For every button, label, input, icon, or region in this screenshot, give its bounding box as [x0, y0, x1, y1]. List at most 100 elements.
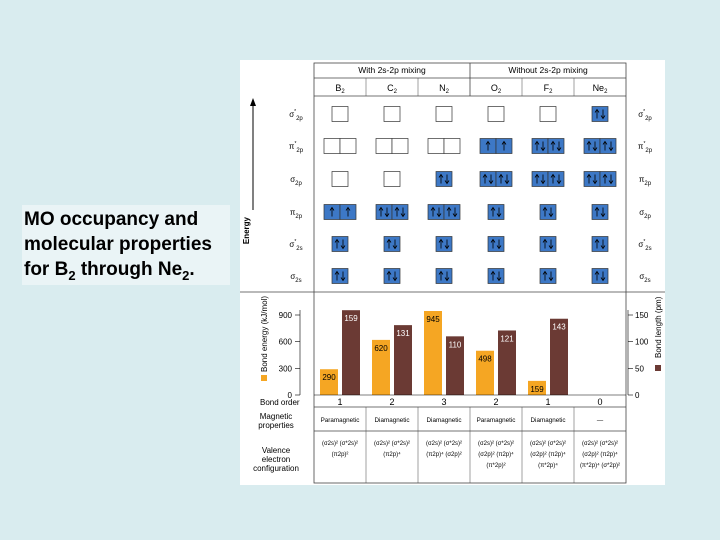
energy-axis-label: Energy: [242, 216, 251, 244]
electron-up-arrow-head: [586, 140, 592, 145]
orbital-box: [583, 171, 601, 187]
orbital-box: [539, 204, 557, 220]
electron-down-arrow-head: [504, 180, 510, 185]
electron-down-arrow-head: [600, 277, 606, 282]
electron-up-arrow-head: [329, 206, 335, 211]
electron-up-arrow-head: [602, 173, 608, 178]
electron-down-arrow-head: [608, 147, 614, 152]
bond-order-label: Bond order: [260, 398, 300, 407]
electron-up-arrow-head: [485, 140, 491, 145]
magnetic-value: Paramagnetic: [477, 417, 516, 424]
electron-up-arrow-head: [386, 238, 392, 243]
bond-length-value: 110: [449, 340, 462, 349]
valence-config: (σ2s)² (σ*2s)²: [374, 441, 410, 447]
orbital-box: [599, 171, 617, 187]
orbital-box: [547, 171, 565, 187]
electron-down-arrow-head: [384, 213, 390, 218]
molecule-header-n: N2: [439, 83, 450, 95]
orbital-box: [531, 138, 549, 154]
bond-length-bar: [446, 336, 464, 395]
electron-up-arrow-head: [602, 140, 608, 145]
bond-length-bar: [498, 330, 516, 395]
orbital-box: [443, 138, 461, 154]
valence-config: (σ2s)² (σ*2s)²: [582, 441, 618, 447]
molecule-header-c: C2: [387, 83, 398, 95]
right-axis-tick: 150: [635, 311, 649, 320]
electron-down-arrow-head: [548, 245, 554, 250]
electron-up-arrow-head: [334, 238, 340, 243]
valence-label: configuration: [253, 464, 299, 473]
orbital-box: [591, 106, 609, 122]
electron-down-arrow-head: [556, 180, 562, 185]
orbital-box: [583, 138, 601, 154]
orbital-box: [383, 106, 401, 122]
orbital-box: [435, 236, 453, 252]
left-orbital-label: σ*2p: [289, 109, 303, 122]
right-orbital-label: σ2p: [639, 208, 651, 220]
caption-text: MO occupancy and molecular properties fo…: [22, 205, 230, 288]
orbital-box: [495, 171, 513, 187]
right-orbital-label: π*2p: [638, 141, 653, 154]
electron-up-arrow-head: [378, 206, 384, 211]
electron-down-arrow-head: [592, 180, 598, 185]
left-axis-tick: 900: [279, 311, 293, 320]
electron-down-arrow-head: [548, 213, 554, 218]
orbital-box: [391, 204, 409, 220]
electron-down-arrow-head: [548, 277, 554, 282]
molecule-header-ne: Ne2: [593, 83, 609, 95]
left-axis-title: Bond energy (kJ/mol): [260, 296, 269, 372]
electron-down-arrow-head: [444, 180, 450, 185]
electron-up-arrow-head: [594, 270, 600, 275]
electron-up-arrow-head: [594, 206, 600, 211]
caption-line-3: for B: [24, 259, 69, 280]
molecule-header-f: F2: [544, 83, 554, 95]
magnetic-value: Diamagnetic: [531, 417, 566, 424]
electron-down-arrow-head: [600, 213, 606, 218]
bond-energy-value: 498: [478, 355, 492, 364]
right-axis-tick: 0: [635, 391, 640, 400]
bond-length-bar: [550, 318, 568, 395]
electron-up-arrow-head: [534, 173, 540, 178]
electron-down-arrow-head: [556, 147, 562, 152]
valence-config: (σ2p)² (π2p)⁴: [582, 451, 618, 458]
bond-length-value: 131: [396, 329, 410, 338]
electron-up-arrow-head: [345, 206, 351, 211]
valence-label: Valence: [262, 446, 291, 455]
orbital-box: [435, 106, 453, 122]
right-axis-tick: 50: [635, 364, 644, 373]
valence-config: (σ2s)² (σ*2s)²: [426, 441, 462, 447]
caption-sub-ne: 2: [182, 267, 190, 283]
valence-config: (π*2p)⁴ (σ*2p)²: [580, 462, 620, 469]
left-axis-tick: 300: [279, 364, 293, 373]
electron-up-arrow-head: [542, 206, 548, 211]
bond-energy-value: 290: [322, 373, 336, 382]
orbital-box: [383, 268, 401, 284]
bond-energy-value: 945: [426, 315, 440, 324]
electron-down-arrow-head: [400, 213, 406, 218]
group-header-without: Without 2s-2p mixing: [508, 65, 588, 75]
bond-energy-bar: [320, 369, 338, 395]
molecule-header-o: O2: [491, 83, 502, 95]
left-orbital-label: π2p: [290, 208, 303, 220]
electron-up-arrow-head: [501, 140, 507, 145]
electron-up-arrow-head: [542, 238, 548, 243]
electron-down-arrow-head: [600, 245, 606, 250]
electron-down-arrow-head: [392, 245, 398, 250]
bond-order-value: 2: [493, 397, 498, 407]
electron-up-arrow-head: [490, 206, 496, 211]
caption-box: MO occupancy and molecular properties fo…: [22, 205, 230, 285]
magnetic-value: Paramagnetic: [321, 417, 360, 424]
electron-up-arrow-head: [550, 173, 556, 178]
electron-up-arrow-head: [430, 206, 436, 211]
orbital-box: [331, 171, 349, 187]
electron-down-arrow-head: [444, 277, 450, 282]
magnetic-value: Diamagnetic: [427, 417, 462, 424]
caption-line-1: MO occupancy and: [24, 209, 199, 230]
magnetic-value: —: [597, 417, 604, 424]
electron-down-arrow-head: [496, 245, 502, 250]
bond-length-value: 121: [500, 334, 514, 343]
orbital-box: [435, 171, 453, 187]
electron-up-arrow-head: [586, 173, 592, 178]
valence-config: (π2p)²: [332, 452, 349, 458]
orbital-box: [323, 138, 341, 154]
